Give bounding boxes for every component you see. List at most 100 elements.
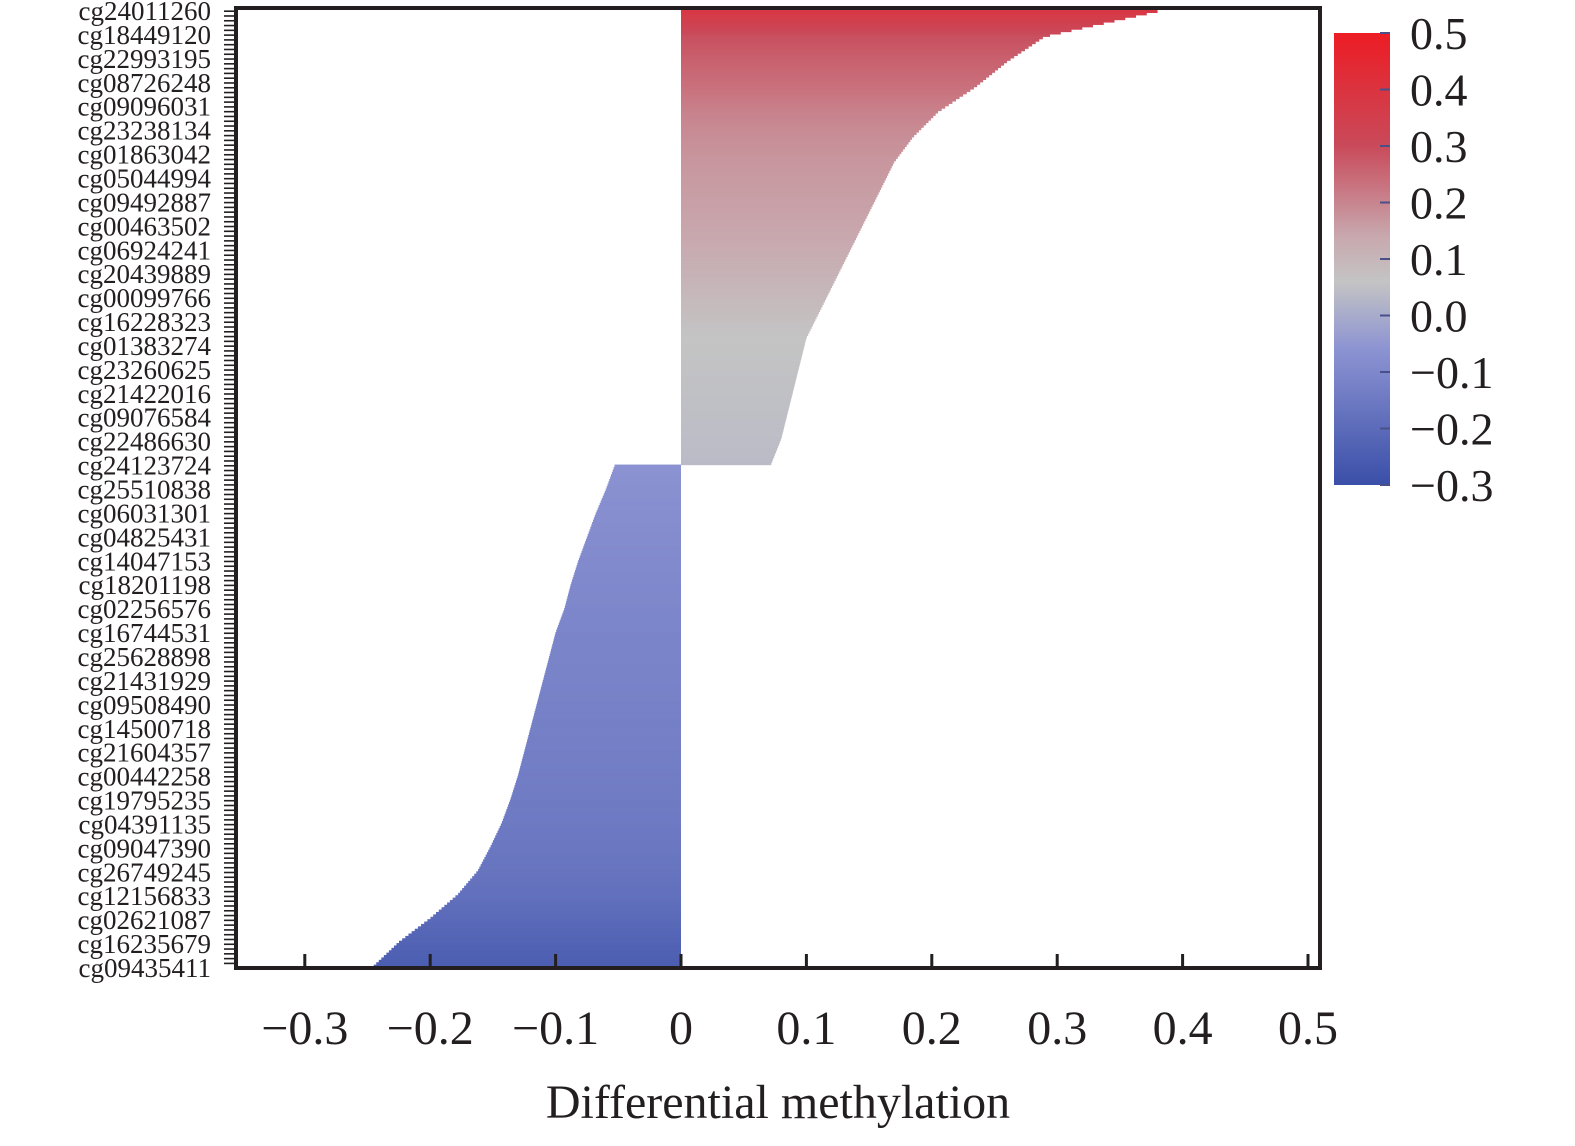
bar bbox=[585, 538, 681, 542]
bar bbox=[611, 474, 681, 478]
bar bbox=[681, 163, 893, 167]
bar bbox=[503, 816, 681, 820]
bar bbox=[681, 53, 1018, 57]
bar bbox=[681, 254, 848, 258]
bar bbox=[535, 708, 681, 712]
bar bbox=[522, 756, 681, 760]
bar bbox=[681, 378, 796, 382]
bar bbox=[532, 720, 681, 724]
y-tick-label: cg09076584 bbox=[78, 403, 212, 433]
y-tick-label: cg00463502 bbox=[78, 211, 211, 241]
bar bbox=[565, 603, 681, 607]
bar bbox=[681, 160, 895, 164]
bar bbox=[522, 758, 681, 762]
bar bbox=[541, 684, 681, 688]
bar bbox=[481, 861, 681, 865]
bar bbox=[681, 184, 883, 188]
bar bbox=[681, 270, 840, 274]
bar bbox=[681, 12, 1147, 16]
bar bbox=[542, 682, 681, 686]
bar bbox=[466, 883, 681, 887]
bar bbox=[681, 361, 801, 365]
bar bbox=[414, 928, 681, 932]
bar bbox=[486, 852, 681, 856]
y-tick-label: cg18449120 bbox=[78, 20, 211, 50]
colorbar-tick-label: −0.2 bbox=[1410, 404, 1493, 455]
bar bbox=[681, 91, 967, 95]
bar bbox=[681, 213, 868, 217]
bar bbox=[681, 342, 805, 346]
bar bbox=[388, 950, 681, 954]
bar bbox=[681, 426, 785, 430]
bar bbox=[460, 890, 681, 894]
bar bbox=[681, 177, 886, 181]
bar bbox=[681, 10, 1158, 13]
bar bbox=[681, 55, 1015, 59]
y-tick-label: cg21604357 bbox=[78, 738, 211, 768]
bar bbox=[681, 112, 936, 116]
bar bbox=[399, 940, 681, 944]
y-tick-label: cg05044994 bbox=[78, 163, 212, 193]
bar bbox=[545, 670, 681, 674]
bar bbox=[681, 84, 978, 88]
bar bbox=[681, 38, 1040, 42]
bar bbox=[681, 196, 877, 200]
y-tick-label: cg09047390 bbox=[78, 833, 211, 863]
x-tick-label: −0.1 bbox=[512, 1002, 599, 1055]
bar bbox=[681, 36, 1043, 40]
colorbar-tick-label: 0.4 bbox=[1410, 65, 1468, 116]
bar bbox=[578, 557, 681, 561]
bar bbox=[405, 935, 681, 939]
bar bbox=[681, 313, 818, 317]
bar bbox=[499, 825, 681, 829]
bar bbox=[506, 809, 681, 813]
bar bbox=[681, 392, 793, 396]
bar bbox=[681, 309, 821, 313]
bar bbox=[594, 514, 681, 518]
bar bbox=[559, 620, 681, 624]
bar bbox=[681, 220, 865, 224]
bar bbox=[590, 526, 681, 530]
bar bbox=[612, 469, 681, 473]
bar bbox=[681, 311, 819, 315]
bar bbox=[604, 490, 681, 494]
bar bbox=[527, 739, 681, 743]
bar bbox=[534, 711, 681, 714]
bar bbox=[562, 612, 681, 616]
bar bbox=[512, 789, 681, 793]
bar bbox=[681, 368, 799, 372]
bar bbox=[681, 349, 804, 353]
bar bbox=[681, 153, 900, 157]
bar bbox=[681, 69, 996, 73]
bar bbox=[681, 60, 1008, 64]
bar bbox=[455, 895, 681, 899]
bar bbox=[391, 947, 681, 951]
bar bbox=[681, 297, 827, 301]
bar bbox=[681, 431, 783, 435]
bar bbox=[681, 397, 792, 401]
bar bbox=[598, 505, 681, 509]
bar bbox=[540, 689, 681, 693]
y-tick-label: cg09435411 bbox=[79, 953, 211, 983]
bar bbox=[566, 600, 681, 604]
bar bbox=[543, 677, 681, 681]
bar bbox=[681, 79, 984, 83]
bar bbox=[681, 321, 815, 325]
y-tick-label: cg22993195 bbox=[78, 44, 211, 74]
bar bbox=[518, 773, 681, 777]
bar bbox=[514, 785, 681, 789]
bar bbox=[681, 435, 782, 439]
bar bbox=[681, 332, 809, 336]
bar bbox=[585, 541, 681, 545]
bar bbox=[681, 323, 813, 327]
bar bbox=[530, 727, 681, 731]
bar bbox=[681, 440, 780, 444]
bar bbox=[488, 849, 681, 853]
bar bbox=[681, 388, 794, 392]
bar bbox=[542, 679, 681, 683]
colorbar-ticks: 0.5 0.40.3 0.20.1 0.0−0.1 −0.2−0.3 bbox=[1380, 8, 1493, 511]
bar bbox=[507, 806, 681, 810]
bar bbox=[681, 31, 1061, 35]
bar bbox=[606, 486, 681, 490]
bar bbox=[421, 923, 681, 927]
